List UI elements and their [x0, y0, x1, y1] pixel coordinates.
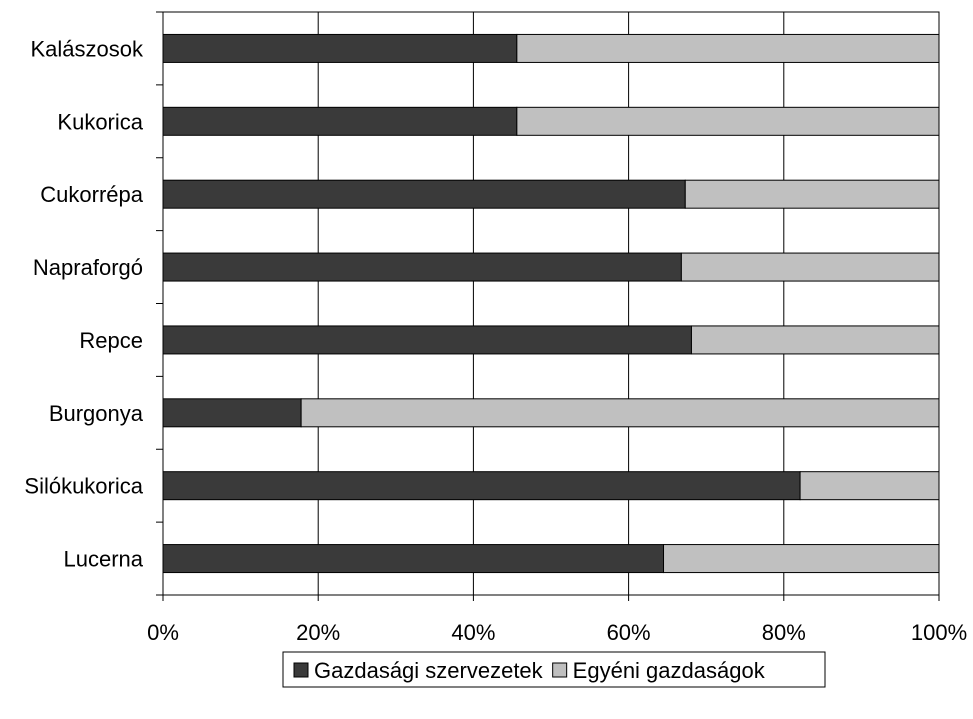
legend-swatch	[293, 662, 309, 678]
y-category-label: Cukorrépa	[40, 182, 143, 207]
bar-segment-gazdasagi-szervezetek	[162, 252, 682, 282]
bar-segment-egyeni-gazdasagok	[680, 252, 940, 282]
bar-segment-egyeni-gazdasagok	[300, 398, 940, 428]
legend-label: Egyéni gazdaságok	[573, 658, 766, 683]
gridlines	[162, 11, 940, 596]
bar-segment-egyeni-gazdasagok	[690, 325, 940, 355]
x-tick-label: 20%	[296, 620, 340, 645]
y-category-label: Lucerna	[63, 547, 143, 572]
bar-segment-egyeni-gazdasagok	[516, 33, 940, 63]
y-category-label: Repce	[79, 328, 143, 353]
x-tick-label: 40%	[451, 620, 495, 645]
y-category-label: Burgonya	[49, 401, 144, 426]
bar-segment-gazdasagi-szervezetek	[162, 544, 665, 574]
legend-label: Gazdasági szervezetek	[314, 658, 544, 683]
bar-segment-egyeni-gazdasagok	[799, 471, 940, 501]
axes	[156, 11, 940, 601]
bar-segment-gazdasagi-szervezetek	[162, 179, 686, 209]
x-tick-label: 100%	[911, 620, 967, 645]
bar-segment-egyeni-gazdasagok	[684, 179, 940, 209]
x-tick-label: 60%	[607, 620, 651, 645]
y-category-label: Kalászosok	[30, 36, 144, 61]
bar-segment-gazdasagi-szervezetek	[162, 398, 302, 428]
labels: 0% 20% 40% 60% 80% 100% Kalászosok Kukorica Cuko…	[24, 36, 967, 645]
bar-segment-gazdasagi-szervezetek	[162, 33, 518, 63]
bar-segment-gazdasagi-szervezetek	[162, 325, 692, 355]
plot-area-frame	[162, 11, 940, 596]
y-category-label: Kukorica	[57, 109, 143, 134]
legend: Gazdasági szervezetek Egyéni gazdaságok	[282, 651, 826, 688]
bar-segment-gazdasagi-szervezetek	[162, 471, 801, 501]
bar-segment-gazdasagi-szervezetek	[162, 106, 518, 136]
bar-segment-egyeni-gazdasagok	[516, 106, 940, 136]
y-category-label: Napraforgó	[33, 255, 143, 280]
x-tick-label: 0%	[147, 620, 179, 645]
legend-swatch	[552, 662, 568, 678]
bars	[162, 33, 940, 574]
y-category-label: Silókukorica	[24, 474, 143, 499]
bar-segment-egyeni-gazdasagok	[663, 544, 940, 574]
x-tick-label: 80%	[762, 620, 806, 645]
